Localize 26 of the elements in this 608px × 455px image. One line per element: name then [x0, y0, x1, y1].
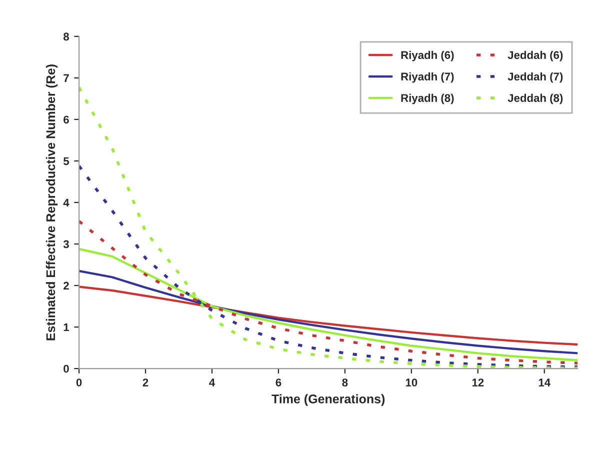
y-tick-label: 2 [64, 282, 69, 290]
legend-label: Riyadh (7) [401, 72, 454, 83]
x-tick-label: 0 [76, 378, 82, 386]
x-tick-label: 2 [142, 378, 148, 386]
x-tick-label: 10 [406, 378, 418, 386]
y-tick-label: 4 [63, 198, 70, 206]
y-tick-label: 6 [64, 116, 69, 124]
y-tick-label: 5 [63, 157, 70, 166]
x-tick-label: 12 [472, 378, 484, 386]
y-tick-label: 1 [64, 323, 70, 332]
y-tick-label: 7 [64, 74, 69, 82]
x-tick-label: 8 [342, 378, 348, 386]
x-tick-label: 14 [538, 378, 550, 386]
x-tick-label: 4 [209, 378, 216, 386]
y-axis-title: Estimated Effective Reproductive Number (Re) [46, 64, 58, 340]
legend-label: Jeddah (8) [508, 94, 563, 104]
legend-label: Riyadh (8) [401, 94, 454, 104]
y-tick-label: 3 [63, 240, 69, 248]
legend-label: Jeddah (7) [508, 72, 563, 83]
line-series [79, 220, 578, 365]
legend-label: Jeddah (6) [508, 50, 563, 62]
y-tick-label: 8 [63, 32, 69, 41]
x-tick-label: 6 [276, 378, 282, 386]
x-axis-title: Time (Generations) [272, 394, 385, 406]
y-tick-label: 0 [64, 364, 69, 373]
legend-label: Riyadh (6) [401, 50, 454, 62]
